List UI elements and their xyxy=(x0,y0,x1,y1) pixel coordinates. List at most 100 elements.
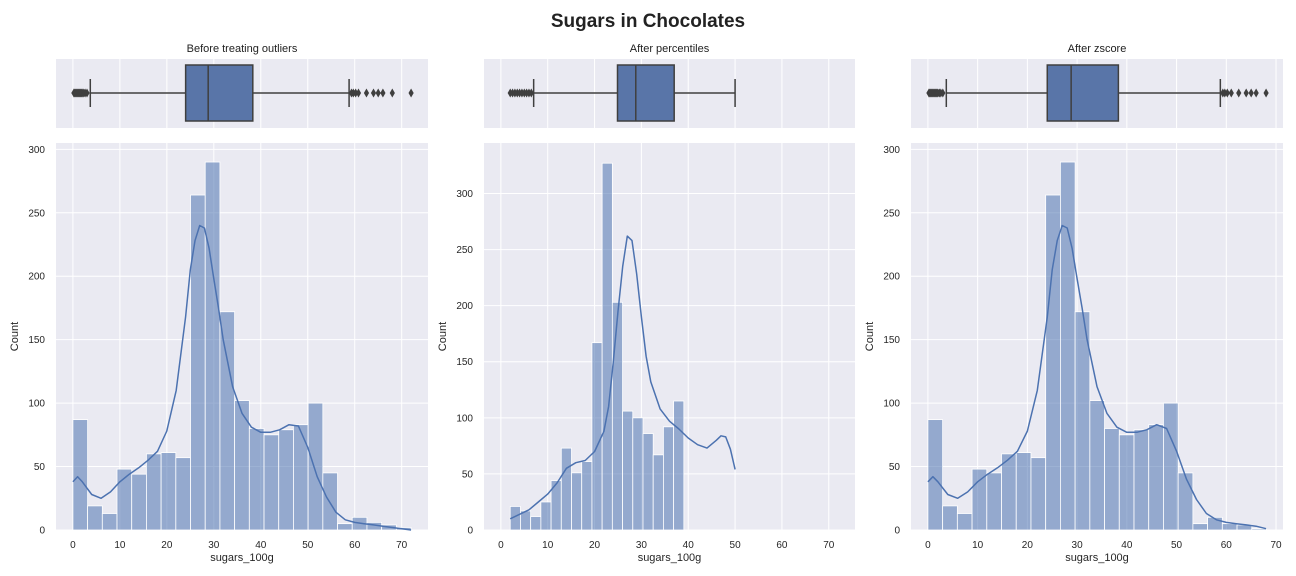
x-tick-label: 20 xyxy=(1022,540,1034,551)
boxplot-outlier-point xyxy=(1236,88,1242,98)
histogram-bar xyxy=(1118,434,1135,531)
boxplot-outlier-point xyxy=(375,88,381,98)
x-tick-label: 10 xyxy=(542,540,554,551)
x-axis-label: sugars_100g xyxy=(210,552,274,564)
y-axis-label: Count xyxy=(864,322,876,351)
y-tick-label: 50 xyxy=(889,462,901,473)
x-tick-label: 30 xyxy=(636,540,648,551)
histogram-bar xyxy=(1030,457,1047,531)
histogram-bar xyxy=(673,400,685,531)
y-tick-label: 200 xyxy=(883,272,900,283)
x-tick-label: 20 xyxy=(161,540,173,551)
histogram-bar xyxy=(131,473,147,531)
histogram-bar xyxy=(278,429,294,531)
histogram-bar xyxy=(663,426,675,531)
figure-title: Sugars in Chocolates xyxy=(551,11,745,32)
boxplot-outlier-point xyxy=(355,88,362,98)
histogram-bar xyxy=(652,454,664,531)
x-tick-label: 60 xyxy=(1221,540,1233,551)
histogram-bar xyxy=(1133,429,1150,531)
histogram-bar xyxy=(1177,472,1194,531)
histogram-bar xyxy=(632,417,644,531)
boxplot-outlier-point xyxy=(380,88,386,98)
x-tick-label: 30 xyxy=(208,540,220,551)
y-tick-label: 300 xyxy=(883,145,900,156)
histogram-bar xyxy=(611,301,623,531)
panel-title: Before treating outliers xyxy=(187,43,298,55)
histogram-bar xyxy=(146,453,162,531)
histogram-bar xyxy=(927,419,944,531)
histogram-bar xyxy=(591,342,603,531)
histogram-bar xyxy=(1163,402,1179,531)
y-tick-label: 150 xyxy=(883,335,900,346)
y-tick-label: 0 xyxy=(39,526,45,537)
x-tick-label: 60 xyxy=(349,540,361,551)
boxplot-outlier-point xyxy=(363,88,370,98)
y-tick-label: 150 xyxy=(28,335,45,346)
y-tick-label: 50 xyxy=(462,469,474,480)
panel-1: Before treating outliers 0 10 20 30 40 50 60 70 0… xyxy=(9,43,428,564)
histogram-bar xyxy=(540,501,552,531)
y-tick-label: 0 xyxy=(894,526,900,537)
boxplot-outlier-point xyxy=(528,88,534,98)
panel-2: After percentiles 0 10 20 30 40 50 60 70 0 50 100 15… xyxy=(437,43,855,564)
x-axis-label: sugars_100g xyxy=(638,552,702,564)
histogram-bar xyxy=(248,428,265,531)
histogram-bar xyxy=(956,513,973,531)
x-tick-label: 70 xyxy=(396,540,408,551)
x-tick-label: 60 xyxy=(776,540,788,551)
boxplot-box xyxy=(184,64,254,122)
histogram-bar xyxy=(293,424,309,531)
y-tick-label: 100 xyxy=(456,413,473,424)
histogram-bar xyxy=(971,468,988,531)
histogram-bar xyxy=(160,452,177,531)
histogram-bar xyxy=(337,523,353,531)
boxplot-outlier-point xyxy=(408,88,414,98)
boxplot-outlier-point xyxy=(1253,88,1259,98)
panel-3: After zscore 0 10 20 30 40 50 60 70 0 50 100 150 200 2… xyxy=(864,43,1283,564)
histogram-bar xyxy=(307,402,324,531)
histogram-bar xyxy=(560,447,572,531)
y-tick-label: 300 xyxy=(28,145,45,156)
histogram-bar xyxy=(101,513,118,531)
y-tick-label: 100 xyxy=(883,399,900,410)
kde-line xyxy=(72,224,412,531)
x-tick-label: 0 xyxy=(925,540,931,551)
boxplot-outlier-point xyxy=(370,88,377,98)
y-tick-label: 250 xyxy=(28,208,45,219)
x-tick-label: 50 xyxy=(302,540,314,551)
histogram-bar xyxy=(530,516,542,531)
y-axis-label: Count xyxy=(437,322,449,351)
histogram-bar xyxy=(571,472,583,531)
histogram-bar xyxy=(72,419,89,531)
histogram-bar xyxy=(175,457,191,531)
histogram-bar xyxy=(1059,161,1076,531)
panel-title: After percentiles xyxy=(630,43,710,55)
histogram-bar xyxy=(1015,452,1032,531)
histogram-bar xyxy=(87,505,103,531)
x-tick-label: 50 xyxy=(730,540,742,551)
histogram-bar xyxy=(1104,428,1120,531)
boxplot-box xyxy=(1046,64,1120,122)
y-tick-label: 250 xyxy=(456,245,473,256)
histogram-bar xyxy=(622,410,634,531)
histogram-bar xyxy=(219,311,236,531)
y-tick-label: 200 xyxy=(28,272,45,283)
histogram-bar xyxy=(601,162,613,531)
x-tick-label: 10 xyxy=(972,540,984,551)
histogram-bar xyxy=(581,461,593,531)
x-tick-label: 0 xyxy=(70,540,76,551)
boxplot-outlier-point xyxy=(389,88,395,98)
histogram-bar xyxy=(1251,528,1267,531)
x-tick-label: 70 xyxy=(823,540,835,551)
boxplot-outlier-point xyxy=(1248,88,1254,98)
boxplot-outlier-point xyxy=(1243,88,1249,98)
y-tick-label: 0 xyxy=(467,526,473,537)
histogram-bar xyxy=(986,472,1002,531)
y-tick-label: 300 xyxy=(456,189,473,200)
x-tick-label: 40 xyxy=(255,540,267,551)
x-tick-label: 50 xyxy=(1171,540,1183,551)
kde-line xyxy=(509,235,736,520)
